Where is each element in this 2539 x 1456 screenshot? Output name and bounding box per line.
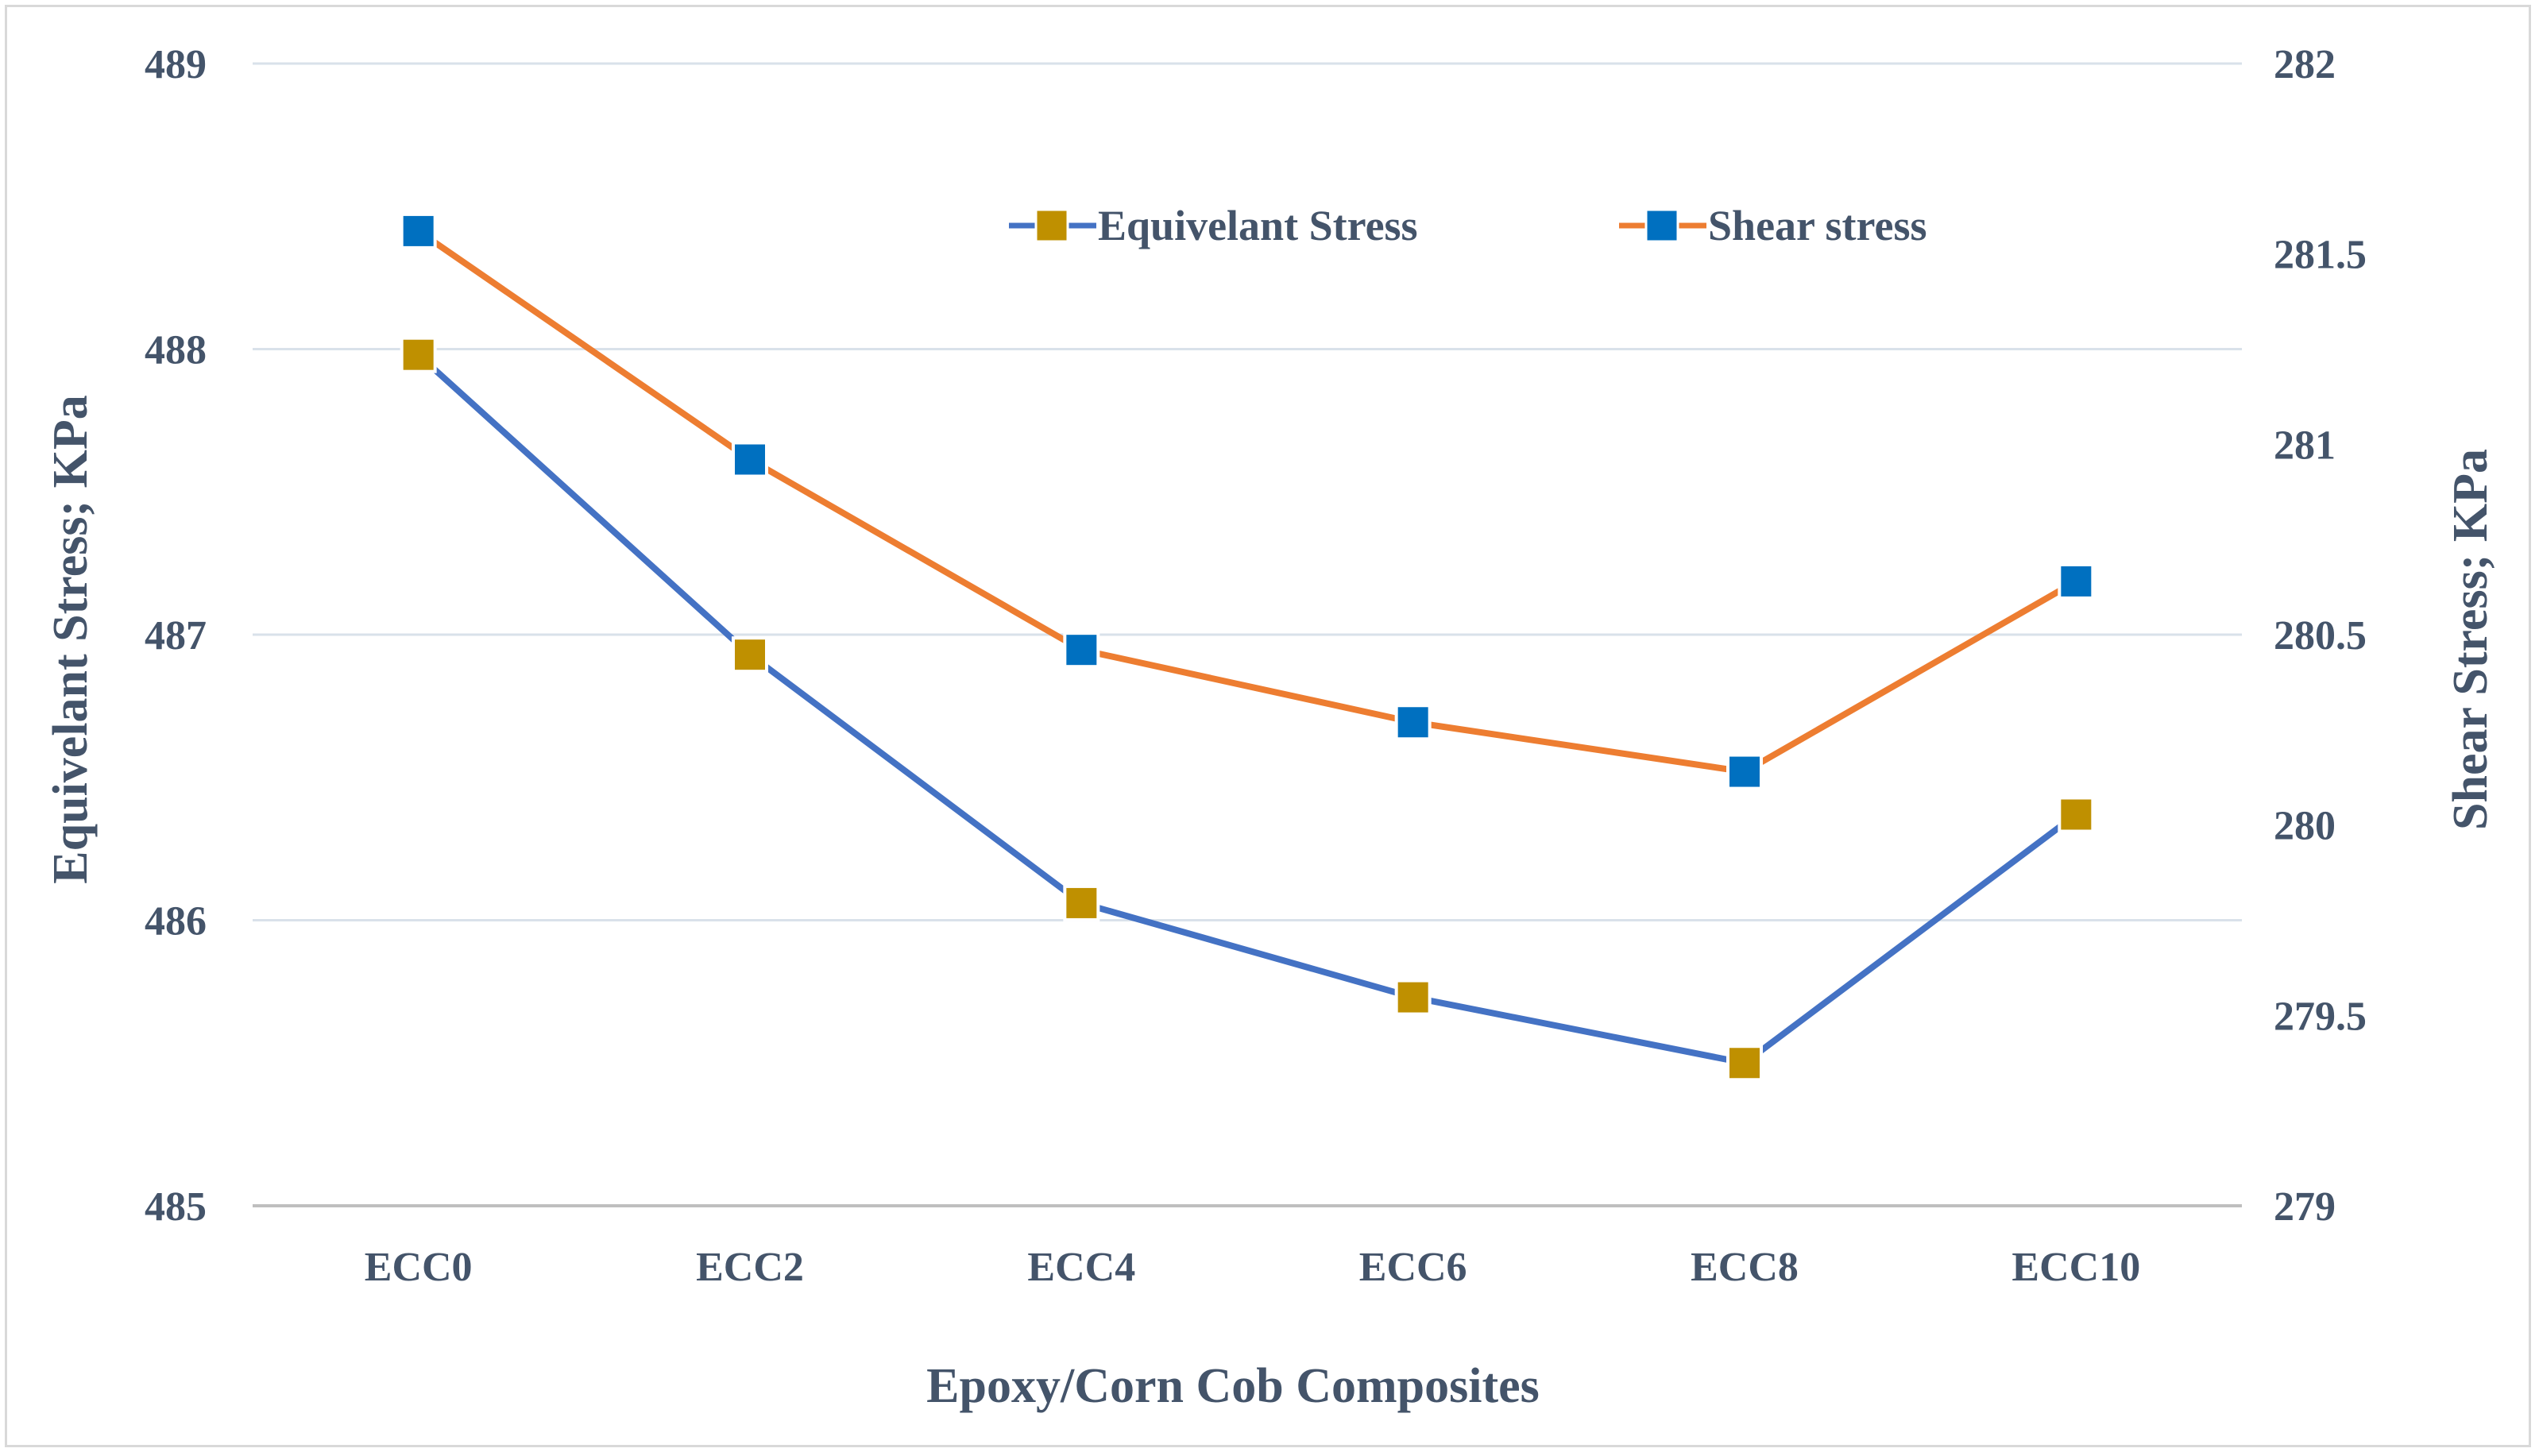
x-tick-label: ECC0 — [365, 1245, 473, 1290]
y-tick-label-left: 485 — [145, 1184, 207, 1230]
y-tick-label-right: 279.5 — [2274, 994, 2367, 1039]
x-tick-label: ECC8 — [1691, 1245, 1799, 1290]
y-tick-label-left: 489 — [145, 42, 207, 87]
y-tick-label-left: 486 — [145, 899, 207, 944]
series-line-shear-stress — [415, 227, 2080, 775]
series — [400, 212, 2095, 1082]
x-tick-label: ECC6 — [1359, 1245, 1467, 1290]
y-tick-label-right: 282 — [2274, 42, 2336, 87]
data-point-equivelant-stress — [1726, 1045, 1763, 1082]
x-tick-label: ECC2 — [696, 1245, 804, 1290]
x-axis-title: Epoxy/Corn Cob Composites — [926, 1359, 1540, 1413]
data-point-equivelant-stress — [1394, 979, 1432, 1016]
axes: 485 486 487 488 489 279 279.5 280 280.5 281 281.5 2… — [145, 42, 2367, 1290]
data-point-shear-stress — [400, 212, 437, 249]
data-point-equivelant-stress — [732, 636, 768, 674]
data-point-equivelant-stress — [400, 336, 437, 373]
y-axis-title-right: Shear Stress; KPa — [2444, 449, 2498, 830]
y-tick-label-right: 281 — [2274, 423, 2336, 468]
legend-item-equivelant-stress: Equivelant Stress — [1009, 202, 1418, 249]
legend-marker-equivelant-stress — [1034, 208, 1069, 243]
series-line-equivelant-stress — [415, 351, 2080, 1067]
y-axis-title-left: Equivelant Stress; KPa — [44, 395, 98, 883]
data-point-shear-stress — [1063, 631, 1100, 669]
legend-marker-shear-stress — [1644, 208, 1679, 243]
x-tick-label: ECC10 — [2011, 1245, 2140, 1290]
data-point-equivelant-stress — [1063, 884, 1100, 921]
legend: Equivelant Stress Shear stress — [1009, 202, 1927, 249]
y-tick-label-right: 281.5 — [2274, 233, 2367, 278]
data-point-equivelant-stress — [2058, 796, 2095, 833]
data-point-shear-stress — [1726, 753, 1763, 790]
data-point-shear-stress — [2058, 562, 2095, 600]
x-tick-label: ECC4 — [1027, 1245, 1135, 1290]
y-tick-label-right: 280.5 — [2274, 613, 2367, 658]
gridlines — [253, 62, 2242, 1207]
legend-label-shear-stress: Shear stress — [1708, 202, 1927, 249]
data-point-shear-stress — [1394, 704, 1432, 741]
y-tick-label-left: 487 — [145, 613, 207, 658]
legend-label-equivelant-stress: Equivelant Stress — [1098, 202, 1418, 249]
y-tick-label-right: 279 — [2274, 1184, 2336, 1230]
legend-item-shear-stress: Shear stress — [1619, 202, 1927, 249]
data-point-shear-stress — [732, 441, 768, 478]
y-tick-label-left: 488 — [145, 328, 207, 373]
y-tick-label-right: 280 — [2274, 804, 2336, 849]
